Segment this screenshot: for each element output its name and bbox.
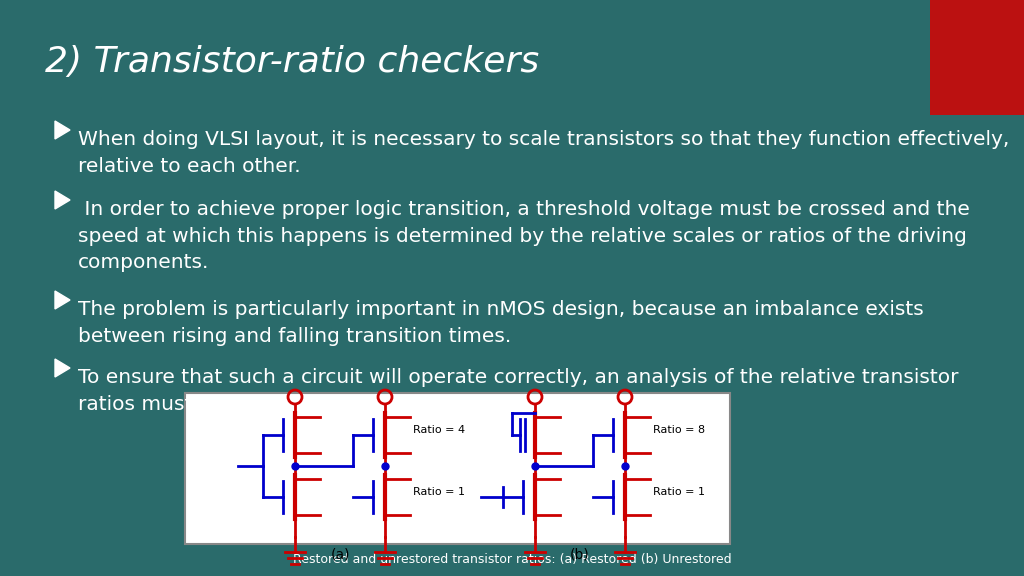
Text: To ensure that such a circuit will operate correctly, an analysis of the relativ: To ensure that such a circuit will opera… xyxy=(78,368,958,414)
Text: In order to achieve proper logic transition, a threshold voltage must be crossed: In order to achieve proper logic transit… xyxy=(78,200,970,272)
Text: (b): (b) xyxy=(570,548,590,562)
Polygon shape xyxy=(55,359,70,377)
Text: Restored and unrestored transistor ratios: (a) Restored (b) Unrestored: Restored and unrestored transistor ratio… xyxy=(293,554,731,567)
Text: Ratio = 1: Ratio = 1 xyxy=(413,487,465,497)
Text: Ratio = 8: Ratio = 8 xyxy=(653,425,706,435)
Polygon shape xyxy=(55,121,70,139)
Text: When doing VLSI layout, it is necessary to scale transistors so that they functi: When doing VLSI layout, it is necessary … xyxy=(78,130,1010,176)
Text: Ratio = 4: Ratio = 4 xyxy=(413,425,465,435)
Text: Ratio = 1: Ratio = 1 xyxy=(653,487,705,497)
Text: 2) Transistor-ratio checkers: 2) Transistor-ratio checkers xyxy=(45,45,540,79)
Text: (a): (a) xyxy=(331,548,350,562)
Bar xyxy=(930,0,1024,115)
Text: The problem is particularly important in nMOS design, because an imbalance exist: The problem is particularly important in… xyxy=(78,300,924,346)
Polygon shape xyxy=(55,291,70,309)
Polygon shape xyxy=(55,191,70,209)
Bar xyxy=(185,393,730,544)
